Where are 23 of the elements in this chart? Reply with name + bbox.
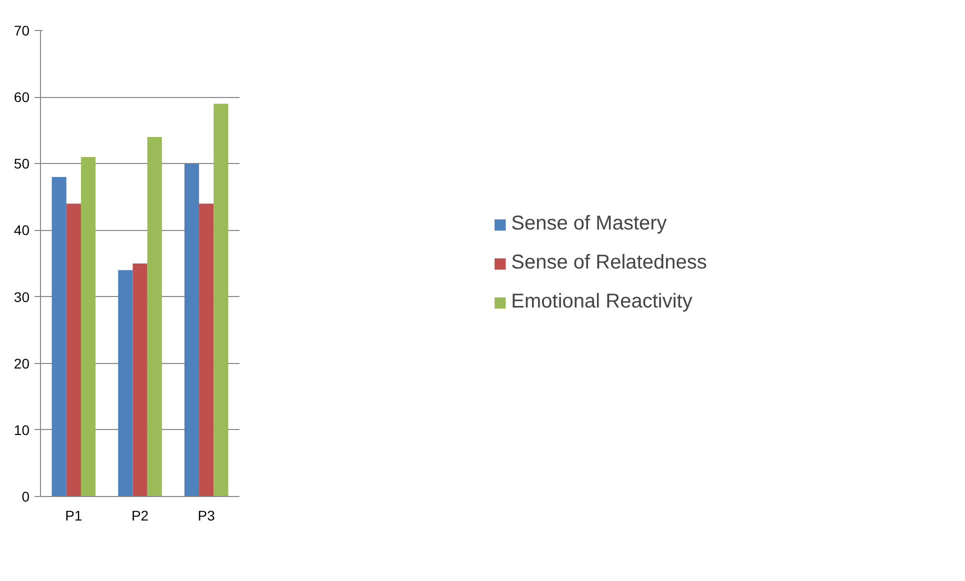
bar xyxy=(184,164,200,496)
y-tick-label: 50 xyxy=(14,156,30,172)
x-tick-label: P3 xyxy=(198,508,216,524)
y-tick-label: 10 xyxy=(14,422,30,438)
bar xyxy=(66,204,81,496)
y-tick-label: 30 xyxy=(14,288,30,305)
bar xyxy=(214,104,228,496)
bar xyxy=(132,264,148,496)
y-tick-label: 40 xyxy=(14,222,30,238)
x-tick-label: P2 xyxy=(131,508,149,524)
y-tick-label: 20 xyxy=(14,355,30,372)
x-tick-label: P1 xyxy=(65,508,82,524)
legend-label: Emotional Reactivity xyxy=(511,290,692,314)
y-tick-label: 70 xyxy=(14,22,30,38)
bar xyxy=(52,176,66,496)
bar xyxy=(147,137,162,496)
legend-label: Sense of Relatedness xyxy=(511,252,707,274)
bar xyxy=(80,156,96,496)
y-tick-label: 60 xyxy=(14,89,30,106)
bar xyxy=(199,204,214,496)
y-tick-label: 0 xyxy=(22,488,30,504)
legend-label: Sense of Mastery xyxy=(511,212,667,236)
bar xyxy=(118,270,133,496)
